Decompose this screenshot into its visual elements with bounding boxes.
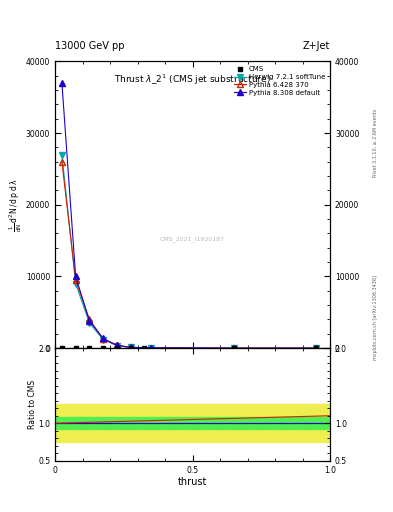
Y-axis label: Ratio to CMS: Ratio to CMS xyxy=(28,380,37,429)
Herwig 7.2.1 softTune xyxy=(73,281,78,287)
Herwig 7.2.1 softTune xyxy=(314,345,319,351)
Pythia 8.308 default xyxy=(60,80,64,86)
Text: Rivet 3.1.10, ≥ 2.6M events: Rivet 3.1.10, ≥ 2.6M events xyxy=(373,109,378,178)
Pythia 8.308 default xyxy=(314,345,319,351)
CMS xyxy=(142,345,147,351)
X-axis label: thrust: thrust xyxy=(178,477,207,487)
CMS xyxy=(60,345,64,351)
Pythia 6.428 370 xyxy=(73,277,78,283)
Herwig 7.2.1 softTune xyxy=(87,320,92,326)
Line: CMS: CMS xyxy=(60,346,318,350)
CMS xyxy=(129,345,133,351)
Herwig 7.2.1 softTune xyxy=(115,343,119,349)
CMS xyxy=(101,345,105,351)
Legend: CMS, Herwig 7.2.1 softTune, Pythia 6.428 370, Pythia 8.308 default: CMS, Herwig 7.2.1 softTune, Pythia 6.428… xyxy=(231,63,328,98)
Pythia 8.308 default xyxy=(129,344,133,350)
Y-axis label: $\mathregular{\frac{1}{dN}\,d^2N\,/\,d\,p\,d\,\lambda}$: $\mathregular{\frac{1}{dN}\,d^2N\,/\,d\,… xyxy=(8,178,24,231)
Pythia 6.428 370 xyxy=(115,343,119,349)
Pythia 6.428 370 xyxy=(231,345,236,351)
Text: mcplots.cern.ch [arXiv:1306.3436]: mcplots.cern.ch [arXiv:1306.3436] xyxy=(373,275,378,360)
Herwig 7.2.1 softTune xyxy=(60,152,64,158)
Pythia 8.308 default xyxy=(101,335,105,342)
Pythia 6.428 370 xyxy=(101,336,105,342)
Pythia 8.308 default xyxy=(73,273,78,280)
CMS xyxy=(73,345,78,351)
Pythia 6.428 370 xyxy=(129,344,133,350)
Text: 13000 GeV pp: 13000 GeV pp xyxy=(55,40,125,51)
Pythia 6.428 370 xyxy=(60,159,64,165)
Text: Z+Jet: Z+Jet xyxy=(303,40,330,51)
Pythia 8.308 default xyxy=(149,345,154,351)
Line: Pythia 8.308 default: Pythia 8.308 default xyxy=(59,80,319,351)
Pythia 8.308 default xyxy=(115,342,119,348)
Pythia 8.308 default xyxy=(87,318,92,324)
Line: Herwig 7.2.1 softTune: Herwig 7.2.1 softTune xyxy=(59,152,319,351)
CMS xyxy=(231,345,236,351)
Line: Pythia 6.428 370: Pythia 6.428 370 xyxy=(59,159,319,351)
Pythia 6.428 370 xyxy=(87,316,92,323)
CMS xyxy=(87,345,92,351)
Herwig 7.2.1 softTune xyxy=(149,345,154,351)
Herwig 7.2.1 softTune xyxy=(101,336,105,343)
Text: CMS_2021_I1920187: CMS_2021_I1920187 xyxy=(160,237,225,242)
Pythia 6.428 370 xyxy=(149,345,154,351)
CMS xyxy=(314,345,319,351)
CMS xyxy=(115,345,119,351)
Pythia 6.428 370 xyxy=(314,345,319,351)
Herwig 7.2.1 softTune xyxy=(231,345,236,351)
Herwig 7.2.1 softTune xyxy=(129,345,133,351)
Pythia 8.308 default xyxy=(231,345,236,351)
Text: Thrust $\lambda\_2^1$ (CMS jet substructure): Thrust $\lambda\_2^1$ (CMS jet substruct… xyxy=(114,73,271,88)
